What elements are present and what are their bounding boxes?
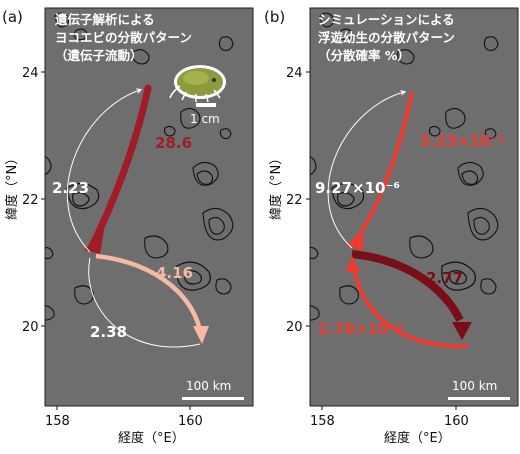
inset-scale-label: 1 cm	[190, 112, 220, 126]
x-tick-a-158: 158	[45, 414, 70, 429]
panel-a-title-line-1: 遺伝子解析による	[54, 12, 155, 27]
flow-arrow-b3	[351, 250, 464, 322]
panel-b-label: (b)	[264, 8, 285, 26]
flow-arrow-a3-head	[193, 326, 209, 344]
panel-a-title-line-3: （遺伝子流動）	[55, 48, 143, 63]
panel-a-title-line-2: ヨコエビの分散パターン	[55, 30, 192, 45]
scale-bar-b-label: 100 km	[452, 379, 497, 393]
panel-b-title-line-2: 浮遊幼生の分散パターン	[318, 30, 455, 45]
panel-a-label: (a)	[2, 8, 23, 26]
scale-bar-a	[182, 397, 244, 400]
x-tick-b-160: 160	[444, 414, 469, 429]
panel-b-title-line-3: （分散確率 %）	[318, 48, 410, 63]
y-tick-a-22: 22	[22, 193, 39, 208]
flow-arrow-a2	[66, 88, 143, 253]
y-axis-title-a: 緯度（°N）	[4, 152, 20, 220]
y-axis-title-b: 緯度（°N）	[268, 152, 284, 220]
flow-arrow-b1	[354, 91, 414, 242]
flow-arrow-a4	[88, 257, 201, 348]
flow-arrow-a1-head	[84, 230, 104, 254]
inset-scale-bar	[196, 103, 216, 107]
panel-b-title-line-1: シミュレーションによる	[318, 12, 455, 27]
y-tick-b-24: 24	[286, 66, 303, 81]
flow-arrow-a1	[88, 84, 152, 250]
amphipod-image	[169, 65, 226, 103]
panel-a: (a) 遺伝子解析による ヨコエビの分散パターン （遺伝子流動） 1 cm 28…	[2, 7, 254, 446]
y-tick-b-20: 20	[286, 320, 303, 335]
flow-arrow-b4-head	[346, 256, 360, 272]
panel-a-axes: 24 22 20 158 160 緯度（°N） 経度（°E）	[4, 66, 203, 446]
x-tick-a-160: 160	[178, 414, 203, 429]
x-axis-title-a: 経度（°E）	[118, 430, 185, 446]
flow-arrow-a3	[95, 253, 203, 331]
flow-label-b4: 2.78×10⁻²	[318, 320, 403, 338]
y-tick-b-22: 22	[286, 193, 303, 208]
flow-label-a1: 28.6	[155, 134, 192, 152]
flow-label-b2: 9.27×10⁻⁶	[315, 179, 400, 197]
y-tick-a-24: 24	[22, 66, 39, 81]
flow-label-a3: 4.16	[156, 264, 193, 282]
flow-label-a4: 2.38	[90, 323, 127, 341]
x-tick-b-158: 158	[310, 414, 335, 429]
scale-bar-a-label: 100 km	[186, 379, 231, 393]
flow-label-b3: 2.77	[426, 269, 463, 287]
flow-arrow-b4	[352, 267, 469, 349]
panel-b: (b) シミュレーションによる 浮遊幼生の分散パターン （分散確率 %） 5.2…	[264, 7, 519, 446]
flow-arrow-b1-head	[346, 230, 364, 250]
y-tick-a-20: 20	[22, 320, 39, 335]
flow-arrow-b3-head	[452, 322, 472, 340]
flow-arrow-b2	[327, 90, 407, 249]
flow-label-a2: 2.23	[52, 179, 89, 197]
flow-label-b1: 5.23×10⁻²	[420, 132, 505, 150]
x-axis-title-b: 経度（°E）	[384, 430, 451, 446]
scale-bar-b	[448, 397, 510, 400]
panel-b-axes: 24 22 20 158 160 緯度（°N） 経度（°E）	[268, 66, 469, 446]
